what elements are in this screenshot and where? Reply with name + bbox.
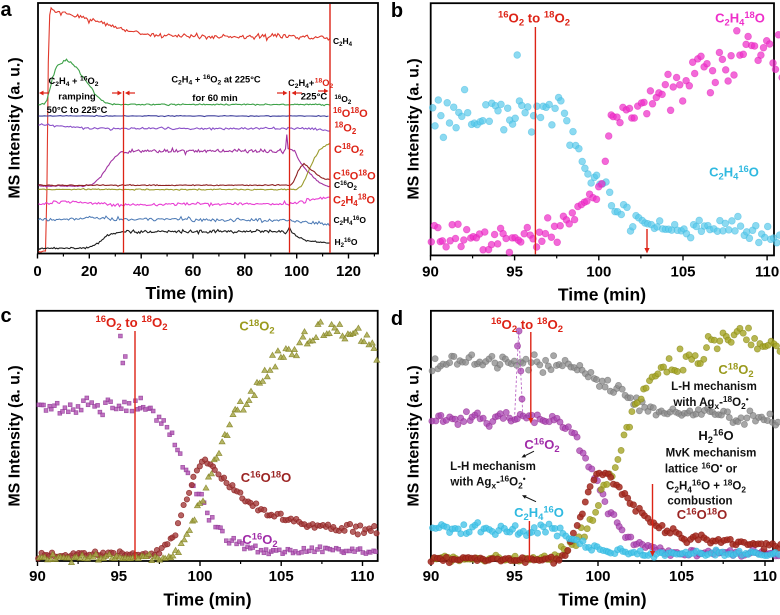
svg-text:C2H416O: C2H416O [514, 503, 564, 522]
svg-text:90: 90 [423, 568, 440, 585]
svg-text:MS Intensity (a. u.): MS Intensity (a. u.) [406, 365, 423, 506]
svg-text:for 60 min: for 60 min [192, 93, 238, 104]
svg-text:80: 80 [236, 263, 253, 280]
svg-text:with Agx-16O2•: with Agx-16O2• [449, 473, 525, 490]
svg-text:C16O18O: C16O18O [241, 468, 292, 485]
svg-text:Time (min): Time (min) [558, 590, 646, 610]
svg-text:50°C to 225°C: 50°C to 225°C [47, 105, 108, 115]
svg-text:105: 105 [669, 568, 694, 585]
svg-text:105: 105 [269, 568, 294, 585]
svg-text:100: 100 [284, 263, 309, 280]
svg-text:100: 100 [187, 568, 212, 585]
svg-text:16O18O: 16O18O [333, 106, 368, 120]
svg-text:110: 110 [350, 568, 374, 585]
svg-text:C18O2: C18O2 [239, 317, 274, 336]
svg-text:95: 95 [506, 264, 523, 281]
svg-text:C18O2: C18O2 [334, 142, 364, 158]
svg-text:C2H4: C2H4 [333, 36, 353, 48]
svg-text:lattice 16O• or: lattice 16O• or [665, 460, 738, 475]
svg-text:110: 110 [753, 568, 777, 585]
svg-text:16O2 to 18O2: 16O2 to 18O2 [491, 316, 563, 335]
svg-text:100: 100 [586, 264, 611, 281]
svg-text:95: 95 [506, 568, 523, 585]
svg-text:C2H418O: C2H418O [715, 9, 765, 28]
svg-text:b: b [391, 0, 403, 22]
svg-text:Time (min): Time (min) [146, 283, 234, 303]
svg-text:ramping: ramping [58, 92, 96, 103]
svg-text:C2H4+: C2H4+ [288, 78, 315, 90]
svg-text:20: 20 [81, 263, 98, 280]
svg-text:120: 120 [336, 263, 361, 280]
svg-text:c: c [0, 305, 11, 327]
svg-text:C2H418O: C2H418O [333, 193, 375, 209]
svg-text:C16O18O: C16O18O [333, 169, 376, 183]
svg-text:combustion: combustion [667, 496, 732, 508]
svg-text:40: 40 [133, 263, 150, 280]
svg-text:Time (min): Time (min) [558, 285, 646, 305]
svg-text:H216O: H216O [698, 426, 733, 445]
svg-text:Time (min): Time (min) [163, 590, 251, 610]
svg-text:MS Intensity (a. u.): MS Intensity (a. u.) [406, 58, 423, 199]
svg-text:110: 110 [755, 264, 779, 281]
svg-text:100: 100 [585, 568, 610, 585]
svg-text:C2H416O: C2H416O [334, 215, 367, 227]
svg-text:105: 105 [670, 264, 695, 281]
svg-text:C16O2: C16O2 [242, 530, 277, 549]
svg-text:C16O18O: C16O18O [677, 505, 728, 522]
svg-text:90: 90 [422, 264, 439, 281]
svg-text:C16O2: C16O2 [524, 435, 559, 454]
svg-text:18O2: 18O2 [335, 121, 357, 137]
svg-text:L-H mechanism: L-H mechanism [671, 381, 757, 393]
svg-text:MS Intensity (a. u.): MS Intensity (a. u.) [7, 57, 24, 198]
svg-text:MS Intensity (a. u.): MS Intensity (a. u.) [7, 365, 24, 506]
svg-text:0: 0 [33, 263, 41, 280]
svg-text:C2H4 + 16O2 at 225°C: C2H4 + 16O2 at 225°C [171, 74, 261, 87]
svg-text:H216O: H216O [335, 237, 358, 249]
svg-text:C2H416O + 18O2: C2H416O + 18O2 [666, 477, 746, 494]
svg-text:MvK mechanism: MvK mechanism [666, 448, 757, 460]
svg-text:C16O2: C16O2 [334, 180, 358, 192]
svg-text:with Agx-18O2•: with Agx-18O2• [672, 394, 748, 411]
svg-text:16O2 to 18O2: 16O2 to 18O2 [95, 314, 167, 333]
svg-text:16O2: 16O2 [335, 94, 352, 106]
svg-text:L-H mechanism: L-H mechanism [450, 461, 536, 473]
svg-text:a: a [0, 0, 12, 21]
svg-text:d: d [391, 308, 403, 330]
svg-text:60: 60 [185, 263, 202, 280]
svg-text:C2H416O: C2H416O [709, 163, 759, 182]
svg-text:95: 95 [110, 568, 127, 585]
svg-text:16O2 to 18O2: 16O2 to 18O2 [498, 10, 570, 29]
svg-text:18O2: 18O2 [315, 78, 334, 91]
svg-text:225°C: 225°C [301, 92, 328, 103]
svg-text:C2H4 + 16O2: C2H4 + 16O2 [49, 76, 99, 89]
svg-text:90: 90 [29, 568, 46, 585]
svg-text:C18O2: C18O2 [718, 360, 753, 379]
